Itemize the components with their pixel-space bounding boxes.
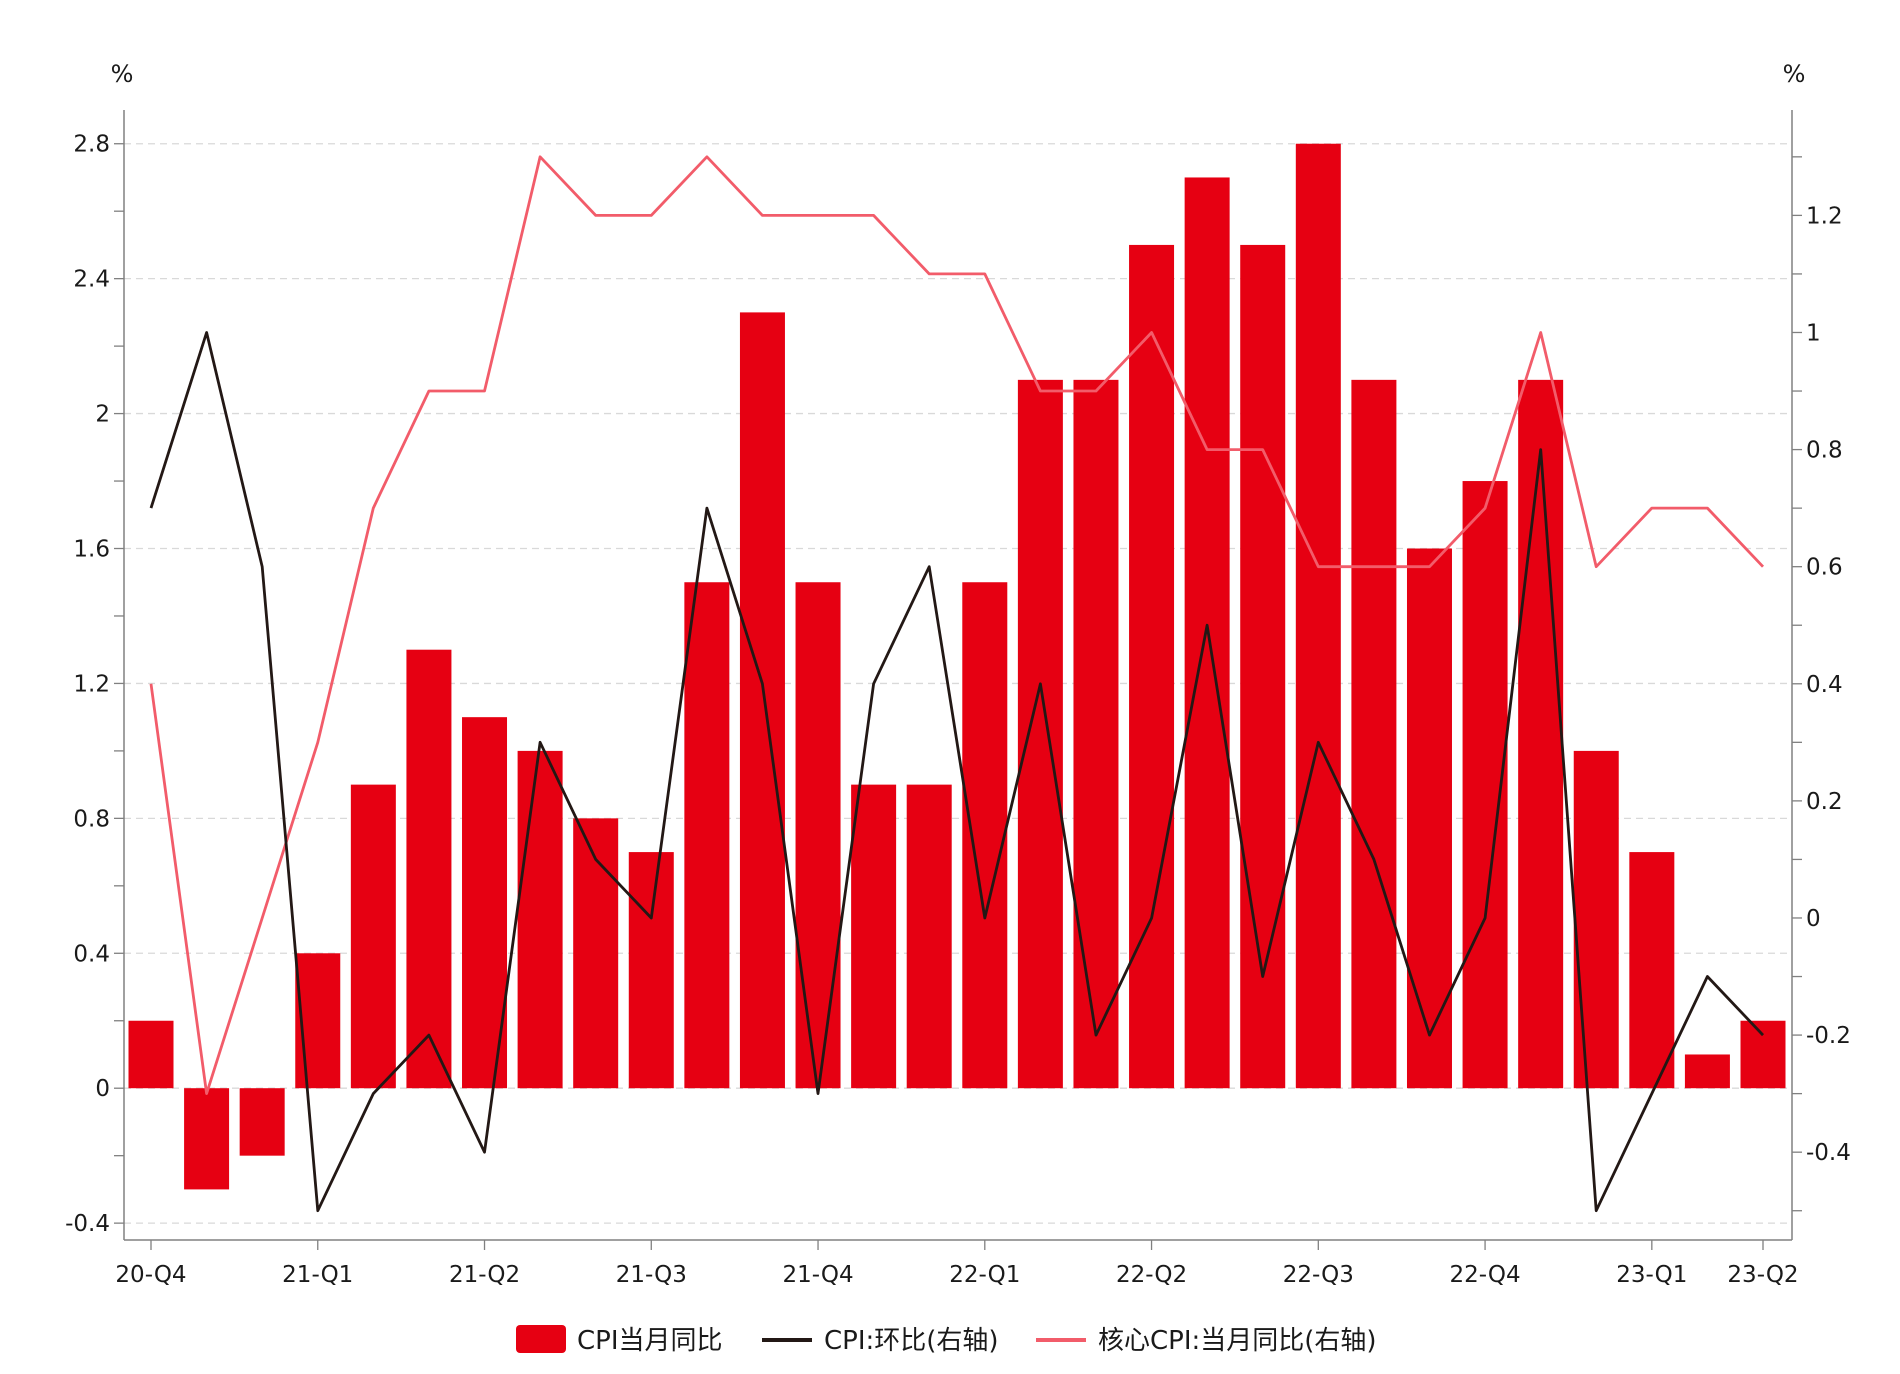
- bar-27: [1629, 852, 1675, 1089]
- legend-label-cpi-mom: CPI:环比(右轴): [824, 1326, 999, 1356]
- bar-15: [962, 582, 1008, 1089]
- bar-7: [517, 750, 563, 1089]
- bar-20: [1240, 244, 1286, 1089]
- bar-21: [1295, 143, 1341, 1089]
- right-tick-label: 0.8: [1806, 438, 1843, 464]
- x-tick-label: 23-Q1: [1616, 1262, 1687, 1288]
- legend-swatch-bar: [516, 1325, 566, 1353]
- legend-label-core-cpi: 核心CPI:当月同比(右轴): [1098, 1326, 1377, 1356]
- bar-22: [1351, 379, 1397, 1089]
- bar-series: [128, 143, 1786, 1190]
- bar-1: [184, 1088, 230, 1190]
- x-tick-label: 21-Q1: [282, 1262, 353, 1288]
- bar-16: [1017, 379, 1063, 1089]
- x-tick-label: 21-Q2: [449, 1262, 520, 1288]
- x-tick-label: 22-Q2: [1116, 1262, 1187, 1288]
- bar-11: [739, 312, 785, 1089]
- x-tick-label: 23-Q2: [1727, 1262, 1798, 1288]
- left-tick-label: 0.4: [73, 941, 110, 967]
- right-tick-label: -0.4: [1806, 1140, 1851, 1166]
- left-tick-label: 2.8: [73, 132, 110, 158]
- line-series-1: [149, 331, 1765, 1213]
- x-tick-label: 22-Q1: [949, 1262, 1020, 1288]
- right-tick-label: 0.2: [1806, 789, 1843, 815]
- bar-10: [684, 582, 730, 1089]
- right-tick-label: 0.6: [1806, 555, 1843, 581]
- x-tick-label: 21-Q3: [616, 1262, 687, 1288]
- left-tick-label: 0: [95, 1076, 110, 1102]
- right-axis-unit: %: [1783, 60, 1806, 88]
- grid: [124, 143, 1792, 1224]
- bar-25: [1518, 379, 1564, 1089]
- left-tick-label: 1.6: [73, 537, 110, 563]
- bar-2: [239, 1088, 285, 1156]
- right-tick-label: 1: [1806, 320, 1821, 346]
- right-tick-label: -0.2: [1806, 1023, 1851, 1049]
- right-tick-label: 0.4: [1806, 672, 1843, 698]
- bar-4: [350, 784, 396, 1089]
- bar-28: [1684, 1054, 1730, 1089]
- left-tick-label: -0.4: [65, 1211, 110, 1237]
- line-series-2: [149, 155, 1765, 1095]
- right-tick-label: 0: [1806, 906, 1821, 932]
- right-tick-label: 1.2: [1806, 203, 1843, 229]
- bar-14: [906, 784, 952, 1089]
- bar-23: [1406, 548, 1452, 1089]
- left-tick-label: 0.8: [73, 806, 110, 832]
- x-tick-label: 22-Q4: [1449, 1262, 1520, 1288]
- left-tick-label: 2: [95, 402, 110, 428]
- bar-8: [573, 818, 619, 1089]
- bar-12: [795, 582, 841, 1089]
- x-tick-label: 21-Q4: [782, 1262, 853, 1288]
- bar-5: [406, 649, 452, 1089]
- bar-18: [1129, 244, 1175, 1089]
- left-tick-label: 2.4: [73, 267, 110, 293]
- x-tick-label: 20-Q4: [115, 1262, 186, 1288]
- legend-label-cpi-yoy: CPI当月同比: [577, 1326, 723, 1356]
- legend: CPI当月同比 CPI:环比(右轴) 核心CPI:当月同比(右轴): [516, 1325, 1377, 1356]
- left-tick-label: 1.2: [73, 671, 110, 697]
- bar-0: [128, 1020, 174, 1089]
- left-axis-unit: %: [111, 60, 134, 88]
- bar-29: [1740, 1020, 1786, 1089]
- line-series: [149, 155, 1765, 1213]
- bar-13: [851, 784, 897, 1089]
- bar-17: [1073, 379, 1119, 1089]
- bar-26: [1573, 750, 1619, 1089]
- axes: -0.4 0 0.4 0.8 1.2 1.6 2 2.4 2.8 -0.4 -0.2 0 0.2 0.4 0…: [65, 110, 1851, 1288]
- bar-6: [462, 717, 508, 1089]
- x-tick-label: 22-Q3: [1283, 1262, 1354, 1288]
- bar-9: [628, 852, 674, 1089]
